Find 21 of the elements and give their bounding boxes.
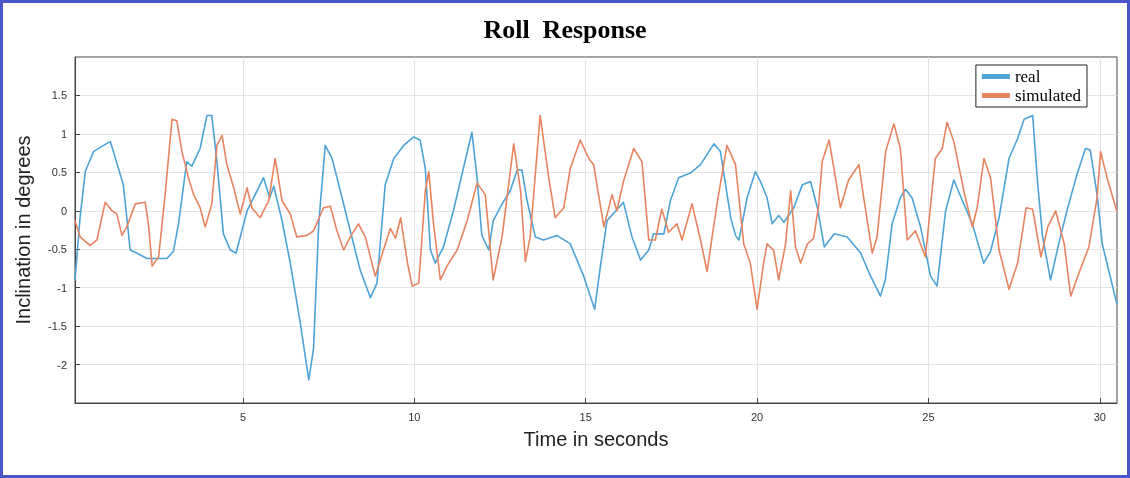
x-tick-label: 10 [408, 410, 421, 423]
chart-title: Roll Response [483, 14, 647, 44]
y-axis-title: Inclination in degrees [12, 135, 34, 325]
legend-label: simulated [1014, 86, 1082, 105]
x-tick-label: 5 [239, 410, 247, 423]
x-tick-label: 15 [579, 410, 592, 423]
x-tick-label: 25 [922, 410, 935, 423]
y-tick-label: -1 [57, 281, 67, 294]
y-tick-label: -1.5 [48, 320, 67, 333]
y-tick-label: -0.5 [48, 243, 67, 256]
y-tick-label: -2 [57, 358, 67, 371]
x-tick-label: 30 [1093, 410, 1106, 423]
x-tick-label: 20 [750, 410, 764, 423]
legend-label: real [1014, 67, 1041, 86]
y-tick-label: 1 [60, 127, 67, 140]
line-series [74, 114, 1118, 381]
line-series [74, 114, 1118, 310]
y-tick-label: 0 [60, 204, 67, 217]
y-tick-label: 0.5 [51, 166, 67, 179]
x-axis-title: Time in seconds [523, 428, 669, 450]
y-tick-label: 1.5 [51, 89, 67, 102]
